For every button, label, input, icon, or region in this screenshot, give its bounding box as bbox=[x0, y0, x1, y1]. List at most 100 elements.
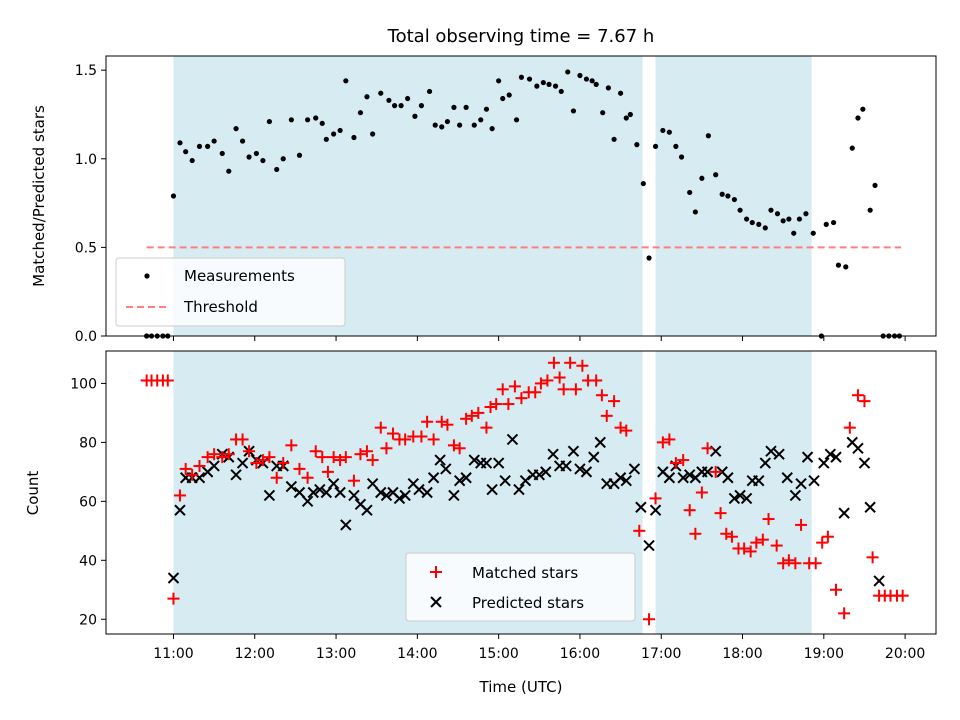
predicted-star-point-93 bbox=[795, 477, 807, 490]
predicted-star-point-14 bbox=[263, 489, 276, 502]
predicted-star-point-19 bbox=[301, 495, 314, 508]
predicted-star-stroke-b bbox=[293, 486, 306, 499]
predicted-star-stroke-b bbox=[230, 469, 242, 481]
bottom-legend-plus-marker bbox=[430, 566, 442, 578]
bottom-x-tick-label-0: 11:00 bbox=[153, 646, 193, 662]
predicted-star-stroke-b bbox=[492, 457, 505, 469]
measurement-point-79 bbox=[652, 143, 659, 149]
predicted-star-point-37 bbox=[421, 486, 433, 499]
matched-star-point-76 bbox=[643, 613, 656, 626]
measurement-point-32 bbox=[357, 110, 364, 116]
predicted-star-stroke-b bbox=[519, 475, 532, 487]
matched-star-point-100 bbox=[795, 518, 808, 531]
predicted-star-point-44 bbox=[468, 454, 480, 466]
measurement-point-21 bbox=[280, 156, 286, 162]
bottom-y-axis-label: Count bbox=[24, 471, 42, 516]
top-y-tick-label-2: 1.0 bbox=[75, 152, 97, 168]
measurement-point-101 bbox=[791, 230, 797, 236]
matched-star-point-89 bbox=[725, 530, 738, 543]
predicted-star-point-31 bbox=[380, 489, 393, 502]
measurement-point-70 bbox=[600, 110, 606, 116]
predicted-star-point-51 bbox=[513, 483, 525, 496]
matched-star-point-7 bbox=[179, 462, 192, 475]
measurement-point-55 bbox=[506, 92, 512, 98]
predicted-star-point-103 bbox=[864, 501, 876, 513]
predicted-star-point-36 bbox=[413, 483, 425, 496]
top-legend-dot-marker bbox=[144, 273, 150, 279]
predicted-star-stroke-b bbox=[387, 486, 399, 499]
predicted-star-stroke-b bbox=[683, 469, 696, 481]
predicted-star-stroke-b bbox=[663, 472, 676, 484]
measurement-point-103 bbox=[803, 211, 809, 217]
measurement-point-81 bbox=[666, 129, 672, 135]
matched-star-point-105 bbox=[830, 583, 843, 596]
matched-star-point-109 bbox=[858, 395, 871, 408]
matched-star-point-23 bbox=[293, 462, 306, 475]
predicted-star-point-25 bbox=[340, 519, 352, 531]
matched-star-point-80 bbox=[669, 457, 682, 470]
matched-star-point-20 bbox=[270, 471, 283, 484]
matched-star-point-48 bbox=[460, 412, 473, 425]
matched-star-point-82 bbox=[683, 504, 696, 517]
predicted-star-point-9 bbox=[230, 469, 242, 481]
predicted-star-stroke-b bbox=[649, 504, 662, 516]
measurement-point-9 bbox=[196, 143, 203, 149]
matched-star-point-52 bbox=[484, 401, 497, 414]
top-marks bbox=[144, 69, 903, 339]
predicted-star-stroke-b bbox=[236, 457, 249, 469]
predicted-star-point-87 bbox=[753, 475, 765, 487]
predicted-star-stroke-b bbox=[193, 472, 206, 484]
predicted-star-stroke-b bbox=[285, 480, 298, 493]
predicted-star-stroke-b bbox=[628, 463, 641, 475]
predicted-star-stroke-b bbox=[448, 489, 460, 502]
predicted-star-point-79 bbox=[701, 466, 714, 478]
predicted-star-point-47 bbox=[486, 483, 498, 496]
predicted-star-stroke-b bbox=[375, 486, 387, 499]
measurement-point-47 bbox=[457, 122, 463, 128]
predicted-star-stroke-b bbox=[643, 539, 655, 552]
measurement-point-58 bbox=[526, 76, 533, 82]
measurement-point-25 bbox=[313, 115, 319, 121]
measurement-point-89 bbox=[719, 191, 725, 197]
predicted-star-point-34 bbox=[399, 489, 411, 502]
measurement-point-50 bbox=[478, 117, 484, 123]
measurement-point-56 bbox=[513, 117, 520, 123]
matched-star-point-18 bbox=[256, 454, 269, 467]
predicted-star-point-99 bbox=[838, 507, 850, 519]
matched-star-point-26 bbox=[316, 451, 329, 464]
predicted-star-stroke-b bbox=[301, 495, 314, 508]
measurement-point-61 bbox=[546, 81, 552, 87]
matched-star-point-104 bbox=[821, 530, 834, 543]
predicted-star-stroke-b bbox=[513, 483, 525, 496]
predicted-star-point-88 bbox=[759, 457, 771, 469]
predicted-star-point-102 bbox=[858, 457, 871, 469]
predicted-star-stroke-b bbox=[818, 457, 830, 469]
predicted-star-point-17 bbox=[285, 480, 298, 493]
predicted-star-stroke-b bbox=[460, 472, 472, 484]
predicted-star-stroke-b bbox=[773, 448, 785, 460]
matched-star-point-87 bbox=[714, 507, 727, 520]
predicted-star-point-38 bbox=[427, 472, 440, 484]
predicted-star-stroke-b bbox=[393, 492, 406, 505]
matched-star-point-91 bbox=[738, 542, 751, 555]
matched-star-point-21 bbox=[277, 457, 290, 470]
matched-star-point-115 bbox=[896, 589, 909, 602]
predicted-star-stroke-b bbox=[427, 472, 440, 484]
matched-star-point-64 bbox=[557, 383, 570, 396]
bottom-x-tick-label-8: 19:00 bbox=[804, 646, 844, 662]
measurement-point-39 bbox=[404, 95, 411, 102]
measurement-point-54 bbox=[500, 95, 506, 102]
predicted-star-point-29 bbox=[366, 477, 379, 490]
predicted-star-point-97 bbox=[824, 448, 837, 460]
matched-star-point-50 bbox=[472, 406, 485, 419]
measurement-point-63 bbox=[558, 88, 564, 95]
measurement-point-96 bbox=[762, 225, 768, 231]
predicted-star-point-94 bbox=[801, 451, 814, 463]
predicted-star-point-95 bbox=[808, 475, 820, 487]
predicted-star-stroke-b bbox=[846, 436, 858, 449]
predicted-star-point-58 bbox=[560, 460, 572, 472]
matched-star-point-88 bbox=[720, 527, 733, 540]
predicted-star-point-52 bbox=[519, 475, 532, 487]
measurement-point-75 bbox=[627, 111, 633, 118]
measurement-point-12 bbox=[219, 150, 225, 157]
